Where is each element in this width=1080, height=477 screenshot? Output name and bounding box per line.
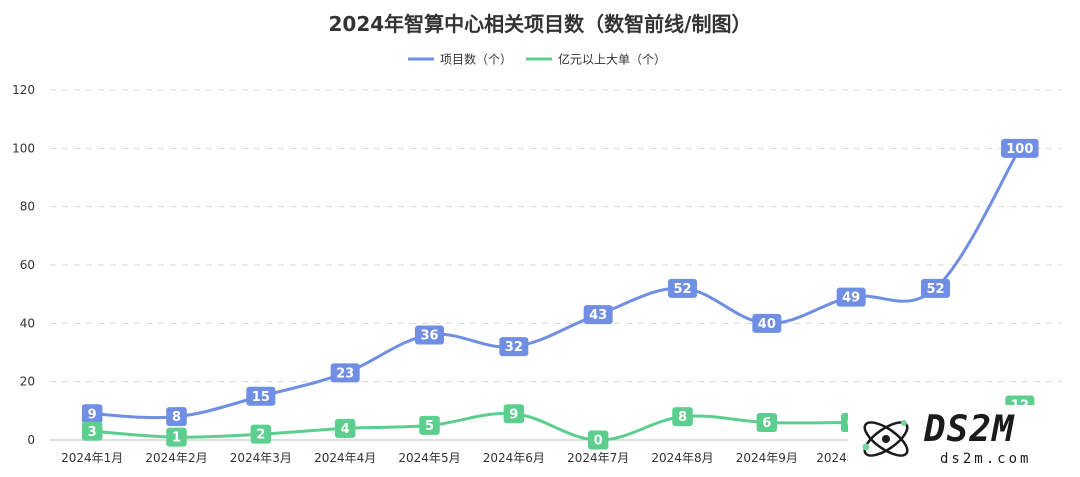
x-tick-label: 2024年9月 <box>736 451 798 465</box>
data-label: 49 <box>836 287 866 307</box>
y-tick-label: 0 <box>27 433 35 447</box>
data-label-value: 52 <box>673 282 691 297</box>
data-label: 36 <box>415 325 444 345</box>
y-axis: 0 20 40 60 80 100 120 <box>12 83 35 447</box>
legend: 项目数（个） 亿元以上大单（个） <box>408 52 666 67</box>
data-label-box <box>756 413 778 432</box>
data-label-box <box>499 337 529 357</box>
data-label: 15 <box>246 386 276 406</box>
x-tick-label: 2024年3月 <box>230 451 292 465</box>
atom-logo-icon <box>862 420 909 457</box>
series-lines <box>92 147 1022 442</box>
data-label-value: 15 <box>252 390 270 405</box>
data-label-box <box>166 407 187 427</box>
data-label-box <box>246 386 276 406</box>
data-label-value: 9 <box>509 407 518 422</box>
data-label: 43 <box>583 305 613 325</box>
y-tick-label: 120 <box>12 83 35 97</box>
y-tick-label: 20 <box>20 375 35 389</box>
legend-label: 项目数（个） <box>440 52 512 67</box>
data-label-box <box>583 305 613 325</box>
x-tick-label: 2024年2月 <box>145 451 207 465</box>
data-label: 100 <box>1001 138 1039 158</box>
data-label-box <box>81 404 103 424</box>
data-label-box <box>752 313 782 333</box>
data-label-box <box>836 287 866 307</box>
data-label-value: 9 <box>88 407 97 422</box>
data-label: 40 <box>752 313 782 333</box>
data-label-box <box>330 363 360 383</box>
data-label-box <box>503 404 525 424</box>
chart-title: 2024年智算中心相关项目数（数智前线/制图） <box>329 12 752 36</box>
data-label-value: 8 <box>678 410 687 425</box>
data-label-value: 6 <box>762 416 771 431</box>
y-tick-label: 100 <box>12 141 35 155</box>
data-label: 6 <box>756 413 778 432</box>
data-label-box <box>81 421 103 441</box>
grid <box>50 89 1062 441</box>
x-tick-label: 2024年1月 <box>61 451 123 465</box>
data-label-box <box>672 407 693 427</box>
data-label-value: 3 <box>88 425 97 440</box>
data-label-value: 49 <box>842 291 860 306</box>
data-label: 9 <box>503 404 525 424</box>
data-label-value: 43 <box>589 308 607 323</box>
series-line-1 <box>92 147 1022 420</box>
data-label-value: 5 <box>425 419 434 434</box>
x-tick-label: 2024年7月 <box>567 451 629 465</box>
data-label: 1 <box>166 427 187 447</box>
data-label-box <box>419 415 440 435</box>
data-label: 23 <box>330 363 360 383</box>
x-tick-label: 2024年6月 <box>483 451 545 465</box>
data-label-value: 0 <box>594 434 603 449</box>
y-tick-label: 80 <box>20 200 35 214</box>
data-label: 5 <box>419 415 440 435</box>
data-label: 9 <box>81 404 103 424</box>
data-label: 32 <box>499 337 529 357</box>
data-label: 2 <box>250 424 272 444</box>
data-label-value: 36 <box>420 329 438 344</box>
data-label-box <box>334 418 356 438</box>
data-label: 0 <box>587 430 609 450</box>
legend-label: 亿元以上大单（个） <box>558 52 666 67</box>
watermark-url: ds2m.com <box>940 451 1032 467</box>
data-label-box <box>921 278 950 298</box>
watermark: DS2M ds2m.com <box>848 405 1080 477</box>
data-label: 52 <box>668 278 697 298</box>
data-label-value: 40 <box>758 317 776 332</box>
watermark-text: DS2M <box>924 409 1015 450</box>
data-label-value: 52 <box>926 282 944 297</box>
y-tick-label: 40 <box>20 316 35 330</box>
data-label: 52 <box>921 278 950 298</box>
data-label-value: 2 <box>256 428 265 443</box>
data-label: 4 <box>334 418 356 438</box>
data-label: 3 <box>81 421 103 441</box>
data-label-value: 32 <box>505 340 523 355</box>
data-label: 8 <box>166 407 187 427</box>
data-label: 8 <box>672 407 693 427</box>
series-line-2 <box>92 411 852 442</box>
data-label-box <box>166 427 187 447</box>
data-label-value: 8 <box>172 410 181 425</box>
data-label-value: 23 <box>336 366 354 381</box>
data-label-box <box>668 278 697 298</box>
data-labels: 98152336324352404952100312459086612 <box>81 138 1039 450</box>
x-tick-label: 2024年5月 <box>398 451 460 465</box>
x-tick-label: 2024年8月 <box>651 451 713 465</box>
data-label-box <box>587 430 609 450</box>
data-label-value: 100 <box>1006 142 1033 157</box>
data-label-value: 4 <box>341 422 350 437</box>
y-tick-label: 60 <box>20 258 35 272</box>
data-label-box <box>250 424 272 444</box>
x-tick-label: 2024年4月 <box>314 451 376 465</box>
data-label-value: 1 <box>172 431 181 446</box>
data-label-box <box>1001 138 1039 158</box>
data-label-box <box>415 325 444 345</box>
